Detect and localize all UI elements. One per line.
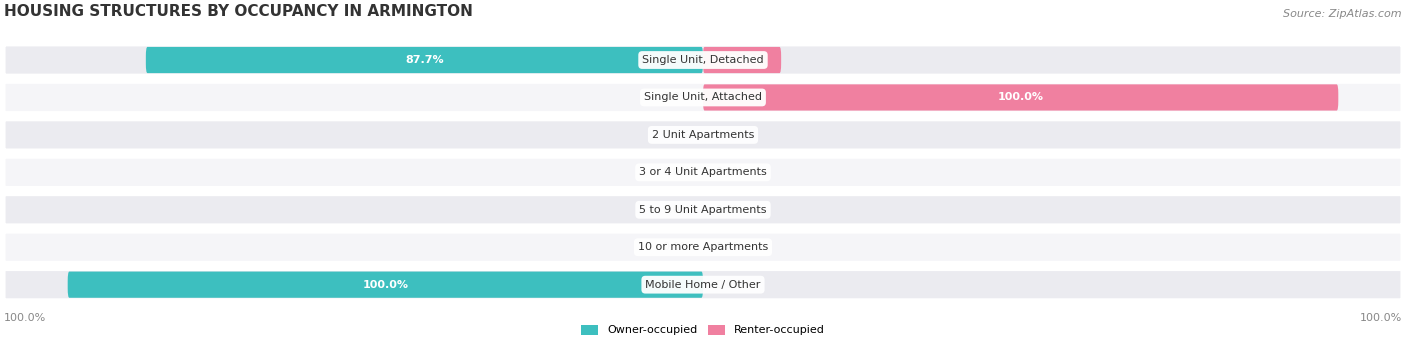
Text: 100.0%: 100.0% [1360, 313, 1402, 323]
Text: Source: ZipAtlas.com: Source: ZipAtlas.com [1284, 9, 1402, 19]
FancyBboxPatch shape [67, 271, 703, 298]
Text: 100.0%: 100.0% [998, 92, 1043, 102]
FancyBboxPatch shape [4, 83, 1402, 113]
Text: 0.0%: 0.0% [662, 92, 690, 102]
FancyBboxPatch shape [703, 84, 1339, 110]
Text: Mobile Home / Other: Mobile Home / Other [645, 280, 761, 290]
Text: 100.0%: 100.0% [4, 313, 46, 323]
FancyBboxPatch shape [146, 47, 703, 73]
Text: Single Unit, Attached: Single Unit, Attached [644, 92, 762, 102]
Text: 12.3%: 12.3% [723, 55, 761, 65]
Text: 10 or more Apartments: 10 or more Apartments [638, 242, 768, 252]
Text: 0.0%: 0.0% [716, 280, 744, 290]
Text: 0.0%: 0.0% [716, 242, 744, 252]
FancyBboxPatch shape [4, 157, 1402, 187]
Text: 0.0%: 0.0% [716, 205, 744, 215]
FancyBboxPatch shape [4, 195, 1402, 225]
FancyBboxPatch shape [703, 47, 782, 73]
Text: Single Unit, Detached: Single Unit, Detached [643, 55, 763, 65]
Text: 0.0%: 0.0% [662, 242, 690, 252]
FancyBboxPatch shape [4, 270, 1402, 300]
Legend: Owner-occupied, Renter-occupied: Owner-occupied, Renter-occupied [576, 320, 830, 340]
Text: 0.0%: 0.0% [716, 167, 744, 177]
Text: 0.0%: 0.0% [662, 130, 690, 140]
FancyBboxPatch shape [4, 45, 1402, 75]
Text: 0.0%: 0.0% [662, 167, 690, 177]
Text: 0.0%: 0.0% [662, 205, 690, 215]
Text: 5 to 9 Unit Apartments: 5 to 9 Unit Apartments [640, 205, 766, 215]
FancyBboxPatch shape [4, 232, 1402, 262]
FancyBboxPatch shape [4, 120, 1402, 150]
Text: 100.0%: 100.0% [363, 280, 408, 290]
Text: 87.7%: 87.7% [405, 55, 444, 65]
Text: 3 or 4 Unit Apartments: 3 or 4 Unit Apartments [640, 167, 766, 177]
Text: 2 Unit Apartments: 2 Unit Apartments [652, 130, 754, 140]
Text: HOUSING STRUCTURES BY OCCUPANCY IN ARMINGTON: HOUSING STRUCTURES BY OCCUPANCY IN ARMIN… [4, 4, 472, 19]
Text: 0.0%: 0.0% [716, 130, 744, 140]
